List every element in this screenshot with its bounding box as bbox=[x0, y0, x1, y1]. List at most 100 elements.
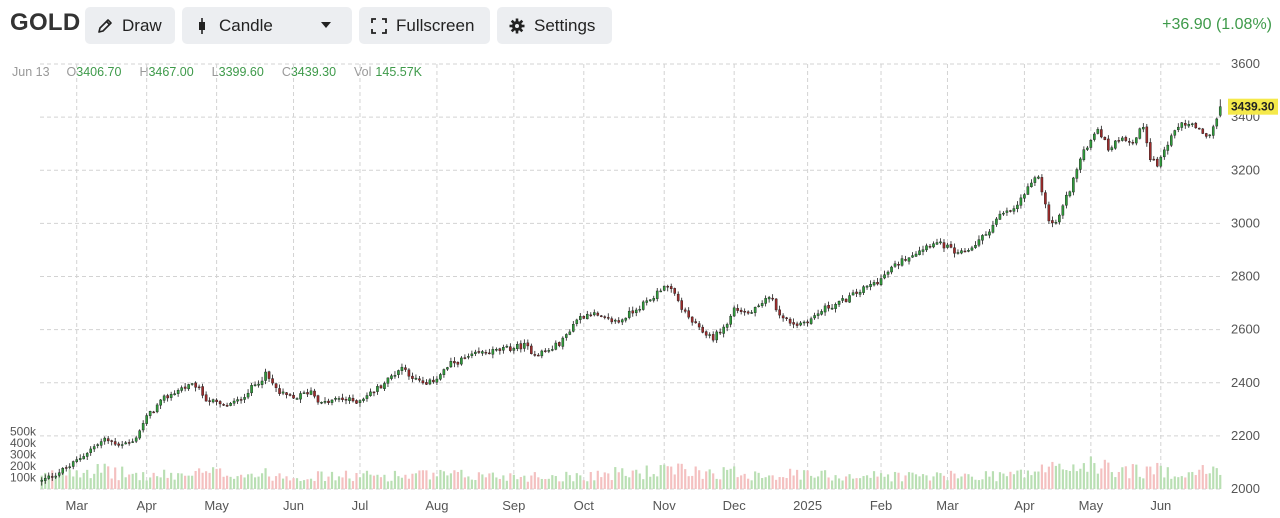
volume-bar bbox=[1033, 471, 1036, 489]
candle-body bbox=[309, 390, 313, 395]
candle-body bbox=[792, 322, 795, 325]
volume-bar bbox=[411, 473, 414, 489]
candle-body bbox=[596, 312, 600, 316]
settings-button-label: Settings bbox=[534, 15, 596, 35]
candle-body bbox=[376, 386, 379, 392]
candle-body bbox=[271, 378, 274, 384]
candle-body bbox=[407, 369, 411, 377]
volume-bar bbox=[603, 472, 606, 489]
candle-body bbox=[603, 316, 607, 318]
volume-bar bbox=[886, 474, 890, 489]
volume-bar bbox=[589, 472, 592, 489]
candle-body bbox=[316, 395, 320, 403]
fullscreen-button[interactable]: Fullscreen bbox=[359, 7, 490, 44]
candle-body bbox=[355, 400, 358, 404]
volume-bar bbox=[1107, 462, 1110, 489]
volume-bar bbox=[309, 478, 313, 489]
volume-bar bbox=[893, 471, 897, 489]
candle-body bbox=[750, 312, 753, 314]
volume-bar bbox=[935, 472, 939, 489]
candle-body bbox=[565, 334, 568, 338]
candle-body bbox=[851, 292, 855, 296]
volume-bar bbox=[156, 476, 159, 489]
candle-body bbox=[106, 438, 110, 442]
volume-bar bbox=[96, 464, 99, 489]
candle-body bbox=[519, 343, 523, 350]
candle-body bbox=[743, 311, 746, 313]
x-tick-label: Jul bbox=[352, 498, 369, 513]
candle-body bbox=[648, 299, 652, 302]
volume-bar bbox=[180, 473, 183, 489]
volume-bar bbox=[281, 478, 285, 489]
volume-bar bbox=[1124, 466, 1127, 489]
candle-body bbox=[771, 297, 774, 300]
volume-bar bbox=[523, 475, 526, 489]
candle-body bbox=[855, 291, 858, 294]
volume-bar bbox=[844, 476, 848, 489]
candle-body bbox=[673, 288, 676, 294]
candle-body bbox=[432, 379, 435, 383]
x-tick-label: Aug bbox=[425, 498, 448, 513]
candle-body bbox=[1211, 126, 1215, 136]
candle-body bbox=[869, 284, 872, 287]
volume-bar bbox=[663, 464, 666, 489]
low-value: 3399.60 bbox=[218, 65, 264, 79]
y-tick-label: 3600 bbox=[1231, 56, 1260, 71]
candle-body bbox=[449, 361, 453, 368]
candle-body bbox=[1173, 130, 1177, 136]
volume-bar bbox=[533, 472, 536, 489]
volume-bar bbox=[516, 479, 519, 489]
draw-button[interactable]: Draw bbox=[85, 7, 175, 44]
candle-body bbox=[1005, 210, 1009, 213]
volume-bar bbox=[135, 472, 138, 489]
chart-type-dropdown[interactable]: Candle bbox=[182, 7, 352, 44]
volume-bar bbox=[481, 474, 484, 489]
candle-body bbox=[246, 392, 250, 398]
volume-bar bbox=[876, 476, 879, 489]
volume-bar bbox=[439, 469, 442, 489]
volume-bar bbox=[1194, 475, 1197, 489]
candle-body bbox=[1058, 214, 1061, 223]
candle-body bbox=[676, 293, 680, 301]
candle-body bbox=[505, 345, 509, 348]
candle-body bbox=[680, 300, 683, 310]
candle-body bbox=[1180, 122, 1184, 128]
volume-bar bbox=[107, 466, 110, 489]
candle-body bbox=[662, 285, 666, 291]
volume-bar bbox=[446, 475, 449, 489]
volume-bar bbox=[253, 477, 257, 489]
candle-body bbox=[383, 383, 386, 389]
candle-body bbox=[351, 397, 355, 402]
volume-bar bbox=[390, 480, 393, 489]
volume-bar bbox=[68, 469, 71, 489]
volume-bar bbox=[995, 481, 998, 489]
volume-bar bbox=[701, 478, 704, 489]
candle-body bbox=[187, 384, 190, 390]
candle-body bbox=[925, 245, 928, 251]
candle-body bbox=[1012, 208, 1016, 212]
volume-bar bbox=[1187, 472, 1190, 489]
candle-body bbox=[425, 382, 428, 385]
volume-key: Vol bbox=[354, 65, 372, 79]
candle-body bbox=[568, 331, 572, 335]
candle-body bbox=[337, 398, 341, 400]
candle-body bbox=[313, 390, 316, 397]
volume-bar bbox=[362, 473, 365, 489]
candle-body bbox=[624, 317, 628, 321]
volume-bar bbox=[771, 475, 774, 489]
volume-bar bbox=[1051, 461, 1054, 489]
volume-bar bbox=[428, 479, 432, 489]
price-change: +36.90 (1.08%) bbox=[1162, 16, 1272, 33]
volume-bar bbox=[642, 479, 645, 489]
volume-bar bbox=[1061, 469, 1064, 489]
candle-body bbox=[572, 324, 575, 332]
candle-body bbox=[1201, 128, 1205, 134]
volume-bar bbox=[981, 479, 984, 489]
candle-body bbox=[526, 342, 530, 347]
volume-bar bbox=[719, 479, 722, 489]
settings-button[interactable]: Settings bbox=[497, 7, 612, 44]
candle-body bbox=[551, 349, 554, 351]
candle-body bbox=[785, 317, 788, 319]
candle-body bbox=[334, 398, 337, 400]
